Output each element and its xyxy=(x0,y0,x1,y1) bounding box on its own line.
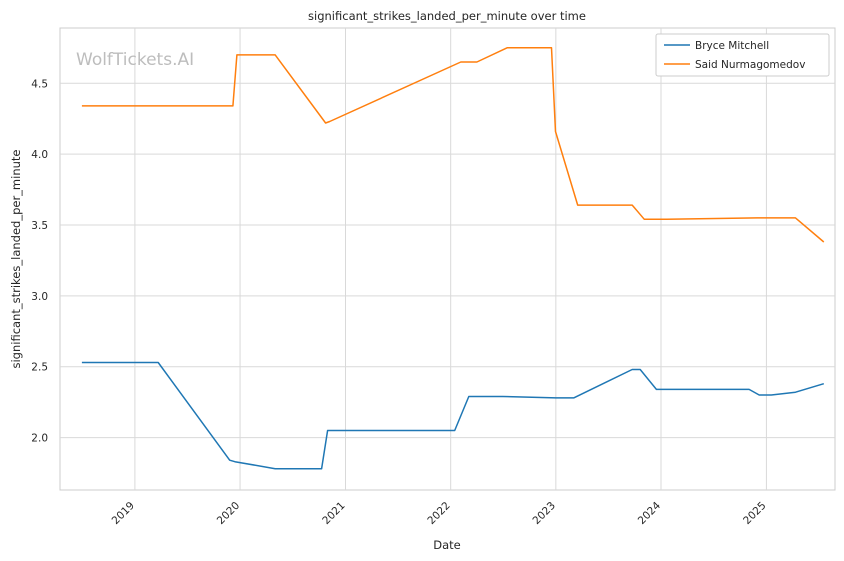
legend-box xyxy=(655,33,830,77)
x-tick-label: 2022 xyxy=(425,500,452,527)
y-tick-label: 3.5 xyxy=(31,220,48,232)
series-line-said-nurmagomedov xyxy=(81,47,825,243)
legend-label: Bryce Mitchell xyxy=(695,40,769,52)
x-axis-label: Date xyxy=(433,538,461,552)
x-tick-label: 2019 xyxy=(110,500,137,527)
legend: Bryce Mitchell Said Nurmagomedov xyxy=(655,33,830,77)
series-line-bryce-mitchell xyxy=(81,361,825,470)
x-gridlines xyxy=(134,28,767,490)
series-layer xyxy=(81,47,825,470)
x-tick-labels: 2019 2020 2021 2022 2023 2024 2025 xyxy=(110,499,769,527)
y-gridlines xyxy=(60,82,835,439)
y-tick-label: 2.0 xyxy=(31,433,48,445)
y-tick-label: 4.5 xyxy=(31,78,48,90)
x-tick-label: 2020 xyxy=(215,500,242,527)
y-tick-label: 3.0 xyxy=(31,291,48,303)
y-tick-label: 2.5 xyxy=(31,362,48,374)
y-axis-label: significant_strikes_landed_per_minute xyxy=(9,150,23,369)
legend-label: Said Nurmagomedov xyxy=(695,59,805,71)
y-tick-labels: 2.0 2.5 3.0 3.5 4.0 4.5 xyxy=(31,78,48,444)
x-tick-label: 2023 xyxy=(531,500,558,527)
chart-title: significant_strikes_landed_per_minute ov… xyxy=(308,9,586,23)
watermark-text: WolfTickets.AI xyxy=(76,50,194,70)
x-tick-label: 2024 xyxy=(636,499,664,527)
x-tick-label: 2025 xyxy=(741,500,768,527)
y-tick-label: 4.0 xyxy=(31,149,48,161)
plot-area xyxy=(59,27,836,491)
x-tick-label: 2021 xyxy=(320,500,347,527)
